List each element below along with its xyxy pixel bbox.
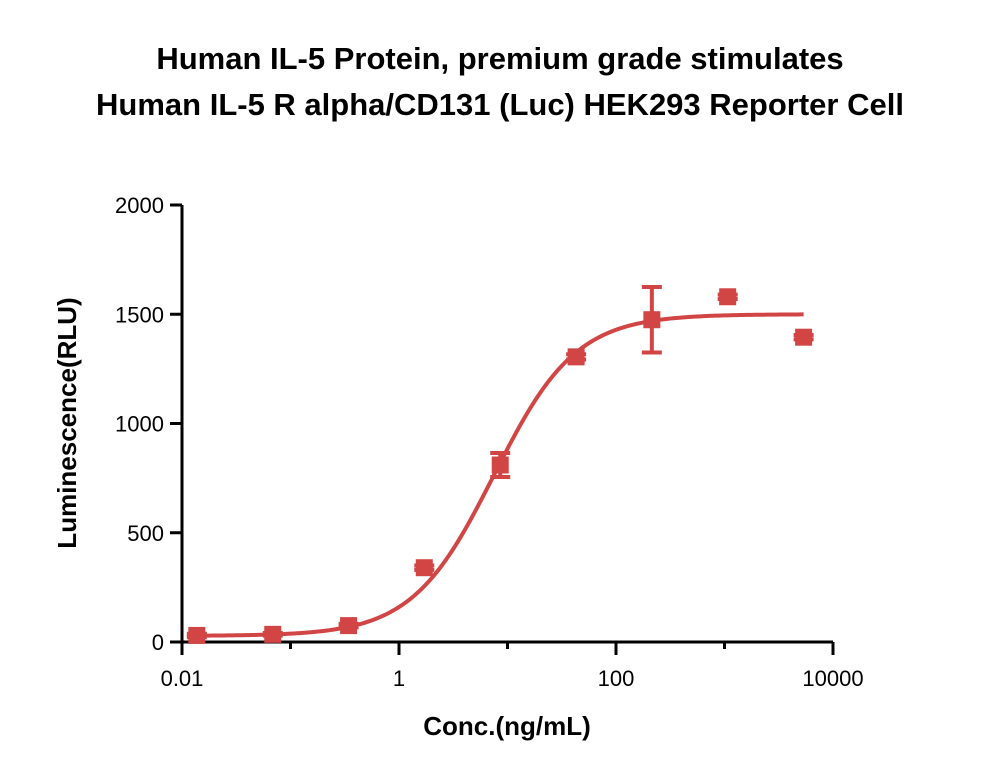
y-tick-label: 500 — [127, 521, 164, 546]
data-point — [340, 617, 358, 635]
y-tick-label: 0 — [152, 630, 164, 655]
x-tick-label: 0.01 — [161, 666, 204, 691]
data-point — [491, 456, 509, 474]
y-axis-title: Luminescence(RLU) — [52, 297, 82, 548]
data-point — [643, 311, 661, 329]
data-point — [719, 288, 737, 306]
y-tick-label: 1000 — [115, 412, 164, 437]
data-points — [186, 284, 814, 644]
data-point — [415, 559, 433, 577]
data-point — [567, 348, 585, 366]
x-tick-label: 100 — [598, 666, 635, 691]
data-point — [795, 328, 813, 346]
x-tick-label: 10000 — [802, 666, 863, 691]
data-point — [264, 625, 282, 643]
chart-title-line-2: Human IL-5 R alpha/CD131 (Luc) HEK293 Re… — [96, 87, 904, 122]
x-tick-label: 1 — [393, 666, 405, 691]
chart-title: Human IL-5 Protein, premium grade stimul… — [0, 36, 1000, 128]
chart-title-line-1: Human IL-5 Protein, premium grade stimul… — [156, 41, 844, 76]
y-tick-label: 1500 — [115, 302, 164, 327]
axes: 0 500 1000 1500 2000 0.01 1 100 10000 — [115, 193, 864, 691]
y-tick-label: 2000 — [115, 193, 164, 218]
data-point — [188, 626, 206, 644]
x-axis-title: Conc.(ng/mL) — [423, 711, 591, 741]
